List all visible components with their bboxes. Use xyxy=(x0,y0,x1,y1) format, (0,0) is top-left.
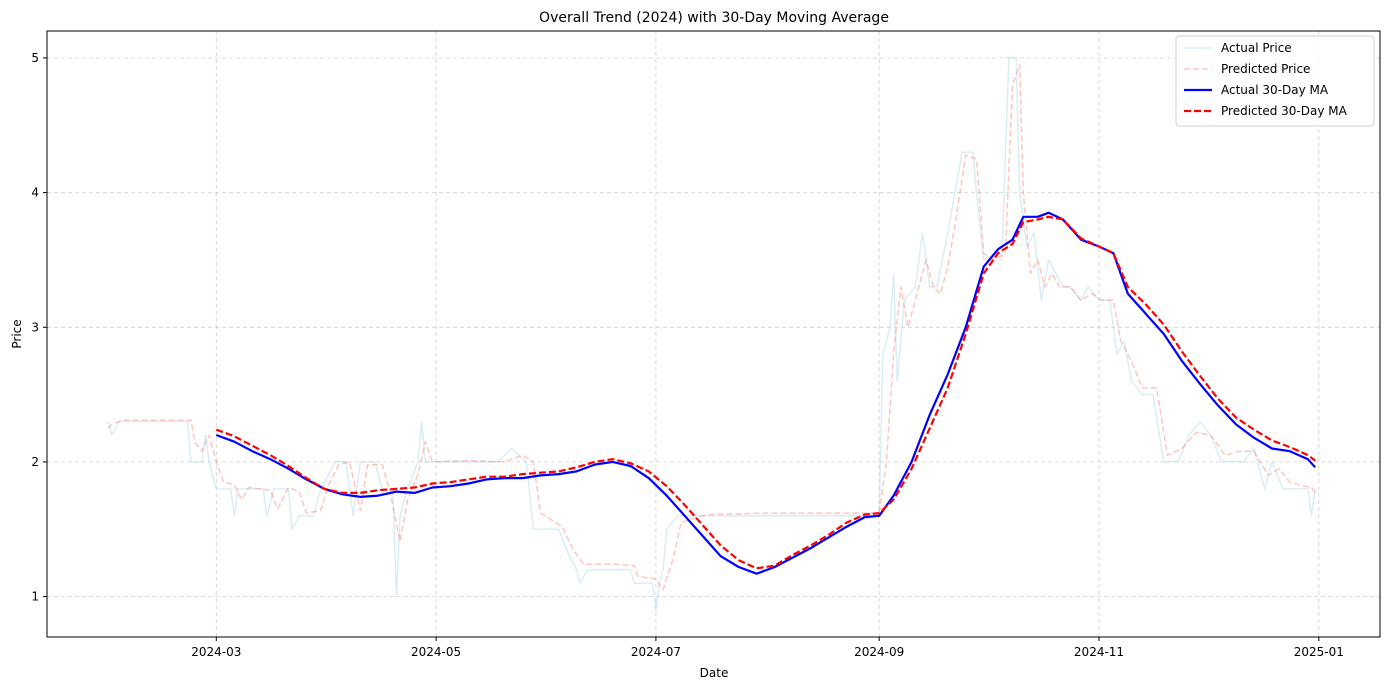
x-tick-label: 2024-05 xyxy=(411,645,461,659)
legend-label: Predicted 30-Day MA xyxy=(1221,104,1348,118)
series-line-predicted-price xyxy=(107,63,1316,591)
legend-label: Actual Price xyxy=(1221,41,1292,55)
series-line-predicted-30-day-ma xyxy=(215,215,1316,570)
y-tick-label: 4 xyxy=(31,186,39,200)
grid xyxy=(47,31,1380,637)
legend-label: Actual 30-Day MA xyxy=(1221,83,1329,97)
x-tick-label: 2024-07 xyxy=(631,645,681,659)
series-layer xyxy=(107,57,1317,611)
series-line-actual-price xyxy=(107,57,1316,611)
legend: Actual Price Predicted Price Actual 30-Day… xyxy=(1175,35,1375,127)
y-tick-label: 1 xyxy=(31,590,39,604)
legend-label: Predicted Price xyxy=(1221,62,1310,76)
plot-area-frame xyxy=(46,30,1381,638)
y-tick-label: 3 xyxy=(31,320,39,334)
legend-box xyxy=(1175,35,1375,127)
x-tick-label: 2025-01 xyxy=(1294,645,1344,659)
x-tick-label: 2024-09 xyxy=(854,645,904,659)
x-tick-label: 2024-03 xyxy=(191,645,241,659)
y-tick-label: 2 xyxy=(31,455,39,469)
y-tick-label: 5 xyxy=(31,51,39,65)
x-tick-label: 2024-11 xyxy=(1074,645,1124,659)
y-axis-label: Price xyxy=(10,319,24,348)
y-axis: 1 2 3 4 5 xyxy=(31,51,47,604)
chart-title: Overall Trend (2024) with 30-Day Moving … xyxy=(539,10,889,26)
series-line-actual-30-day-ma xyxy=(215,211,1317,575)
x-axis-label: Date xyxy=(700,666,729,680)
x-axis: 2024-03 2024-05 2024-07 2024-09 2024-11 2025-… xyxy=(191,637,1344,659)
